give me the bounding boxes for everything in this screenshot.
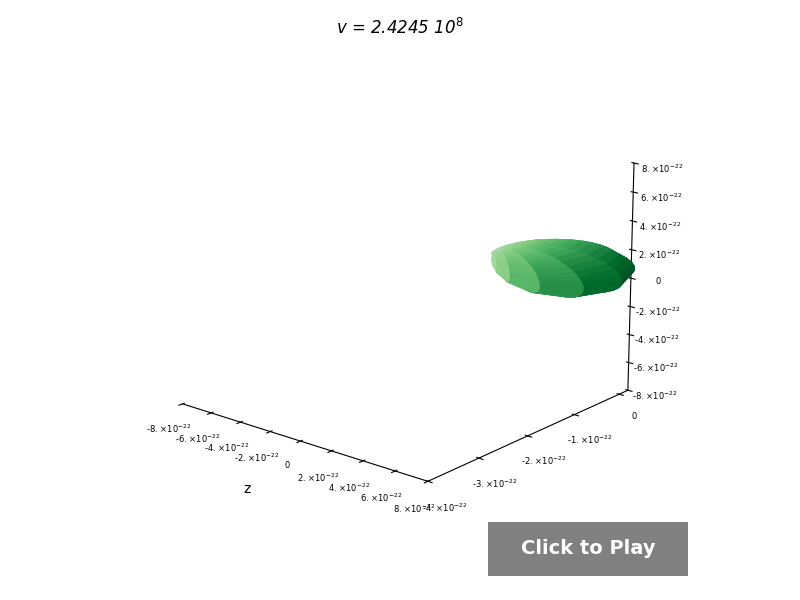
Text: $v$ = 2.4245 10$^8$: $v$ = 2.4245 10$^8$ [336, 18, 464, 38]
Text: Click to Play: Click to Play [521, 539, 655, 559]
